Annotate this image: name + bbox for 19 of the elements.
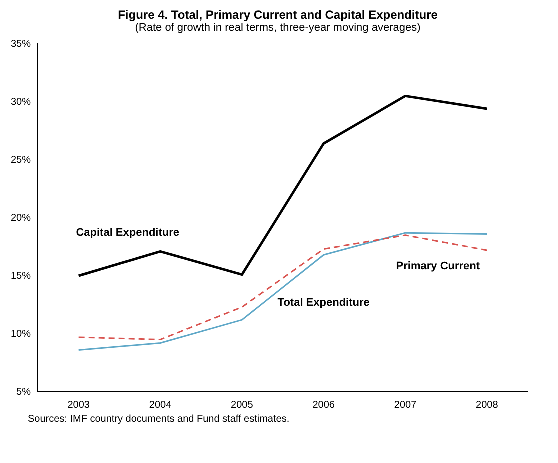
y-tick-label: 30% bbox=[11, 96, 32, 108]
series-label: Total Expenditure bbox=[278, 297, 370, 310]
y-tick-label: 10% bbox=[11, 328, 32, 340]
x-tick-label: 2006 bbox=[312, 400, 336, 411]
series-label: Capital Expenditure bbox=[76, 226, 180, 239]
y-tick-label: 35% bbox=[11, 38, 32, 50]
chart-title: Figure 4. Total, Primary Current and Capital Expenditure bbox=[117, 8, 439, 22]
y-tick-label: 20% bbox=[11, 212, 32, 224]
y-tick-label: 15% bbox=[11, 270, 32, 282]
y-tick-label: 5% bbox=[16, 386, 32, 398]
series-label: Primary Current bbox=[396, 260, 480, 272]
x-tick-label: 2004 bbox=[149, 400, 172, 411]
y-tick-label: 25% bbox=[11, 154, 32, 166]
x-tick-label: 2008 bbox=[476, 400, 499, 411]
source-note: Sources: IMF country documents and Fund staff estimates. bbox=[28, 414, 291, 425]
chart-subtitle: (Rate of growth in real terms, three-year moving averages) bbox=[134, 22, 422, 34]
x-tick-label: 2003 bbox=[68, 400, 90, 411]
x-tick-label: 2007 bbox=[394, 400, 418, 411]
x-tick-label: 2005 bbox=[231, 400, 254, 411]
